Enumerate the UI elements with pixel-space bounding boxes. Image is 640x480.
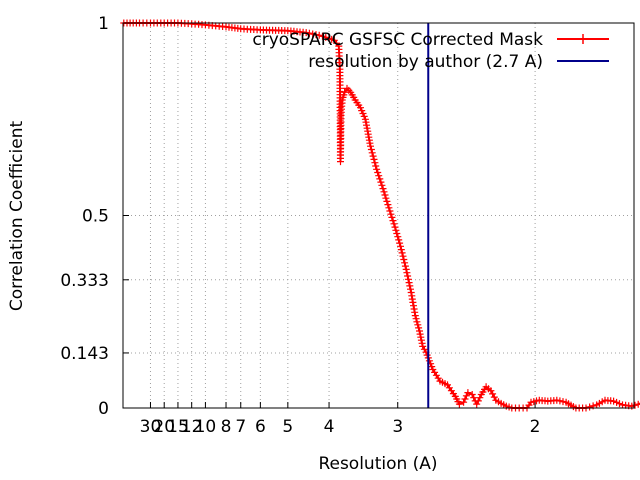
y-tick-label: 0.143 [60,344,109,364]
fsc-curve [123,22,640,409]
x-tick-label: 7 [235,417,246,437]
legend-label-fsc: cryoSPARC GSFSC Corrected Mask [252,30,543,50]
x-tick-label: 6 [255,417,266,437]
legend-label-author-resolution: resolution by author (2.7 A) [308,52,543,72]
x-tick-label: 3 [392,417,403,437]
y-tick-label: 0.5 [82,207,109,227]
x-tick-label: 4 [324,417,335,437]
x-tick-label: 15 [167,417,189,437]
y-tick-labels: 0 0.143 0.333 0.5 1 [60,14,109,419]
x-tick-label: 30 [140,417,162,437]
x-axis-label: Resolution (A) [318,454,437,474]
legend-marker-fsc [578,34,588,44]
grid-lines [123,22,634,409]
fsc-markers [120,19,640,412]
y-axis-label: Correlation Coefficient [7,121,27,312]
x-tick-label: 12 [181,417,203,437]
series-lines [120,19,640,412]
x-tick-label: 20 [153,417,175,437]
x-tick-label: 8 [221,417,232,437]
y-tick-label: 0.333 [60,271,109,291]
y-tick-label: 0 [98,399,109,419]
legend: cryoSPARC GSFSC Corrected Mask resolutio… [252,30,609,72]
x-tick-label: 2 [530,417,541,437]
y-tick-label: 1 [98,14,109,34]
x-tick-label: 10 [195,417,217,437]
plot-frame [122,22,635,409]
x-tick-label: 5 [282,417,293,437]
